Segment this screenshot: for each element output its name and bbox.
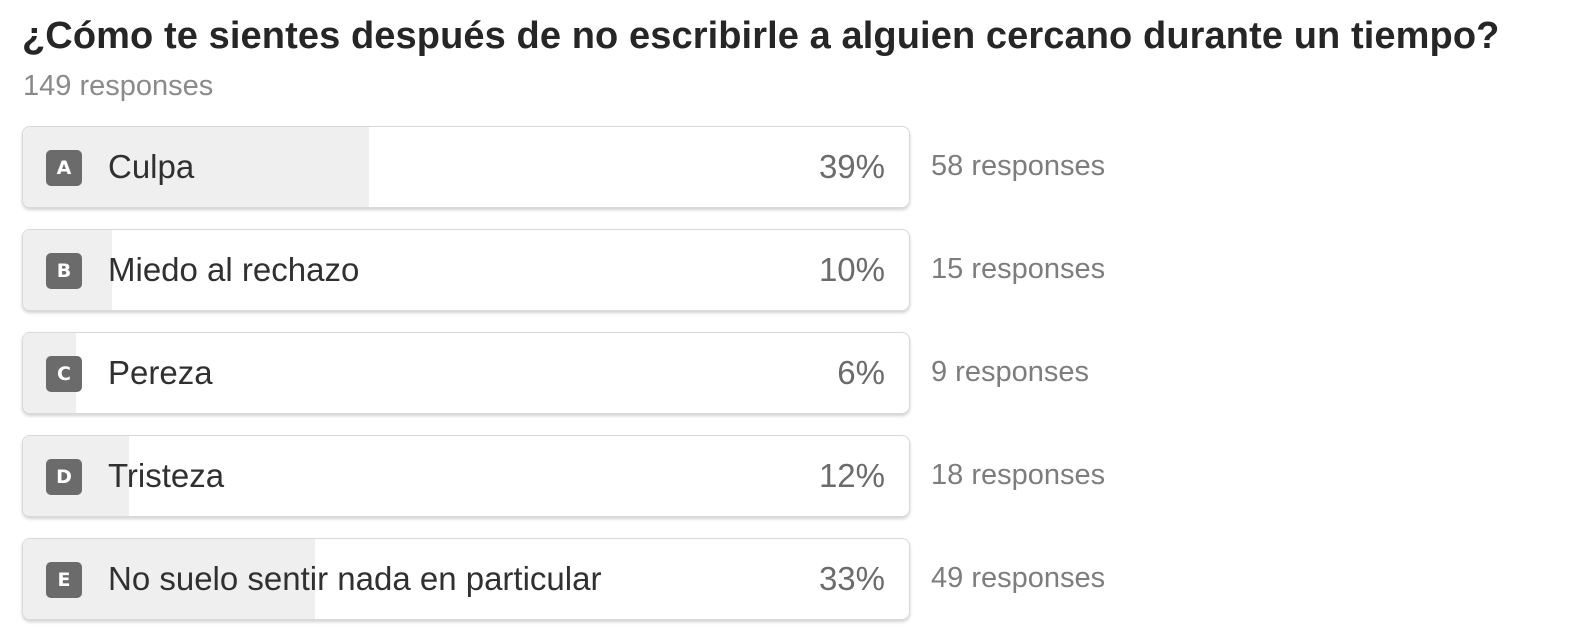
option-response-count: 9 responses xyxy=(931,356,1089,388)
option-response-count: 58 responses xyxy=(931,150,1106,182)
poll-option-a[interactable]: A Culpa 39% xyxy=(22,126,910,208)
option-letter-badge: C xyxy=(46,356,82,392)
poll-options-list: A Culpa 39% 58 responses B Miedo al rechazo 10… xyxy=(22,126,1222,641)
poll-option-b[interactable]: B Miedo al rechazo 10% xyxy=(22,229,910,311)
option-percent: 39% xyxy=(818,148,885,185)
poll-option-row: D Tristeza 12% 18 responses xyxy=(22,435,1222,517)
option-letter-badge: A xyxy=(46,150,82,186)
option-letter-badge: D xyxy=(46,459,82,495)
option-label: Tristeza xyxy=(108,457,225,494)
option-label: No suelo sentir nada en particular xyxy=(108,560,602,597)
option-response-count: 49 responses xyxy=(931,562,1106,594)
poll-option-row: E No suelo sentir nada en particular 33% 49… xyxy=(22,538,1222,620)
option-label: Pereza xyxy=(108,354,213,391)
poll-option-row: A Culpa 39% 58 responses xyxy=(22,126,1222,208)
poll-option-row: C Pereza 6% 9 responses xyxy=(22,332,1222,414)
option-label: Miedo al rechazo xyxy=(108,251,360,288)
option-label: Culpa xyxy=(108,148,195,185)
poll-option-c[interactable]: C Pereza 6% xyxy=(22,332,910,414)
option-percent: 6% xyxy=(837,354,885,391)
option-letter-badge: E xyxy=(46,562,82,598)
option-percent: 12% xyxy=(818,457,885,494)
option-letter-badge: B xyxy=(46,253,82,289)
poll-option-d[interactable]: D Tristeza 12% xyxy=(22,435,910,517)
poll-question: ¿Cómo te sientes después de no escribirl… xyxy=(22,15,1500,57)
option-percent: 10% xyxy=(818,251,885,288)
total-responses: 149 responses xyxy=(23,70,214,102)
option-response-count: 15 responses xyxy=(931,253,1106,285)
option-percent: 33% xyxy=(818,560,885,597)
poll-option-e[interactable]: E No suelo sentir nada en particular 33% xyxy=(22,538,910,620)
option-response-count: 18 responses xyxy=(931,459,1106,491)
poll-option-row: B Miedo al rechazo 10% 15 responses xyxy=(22,229,1222,311)
